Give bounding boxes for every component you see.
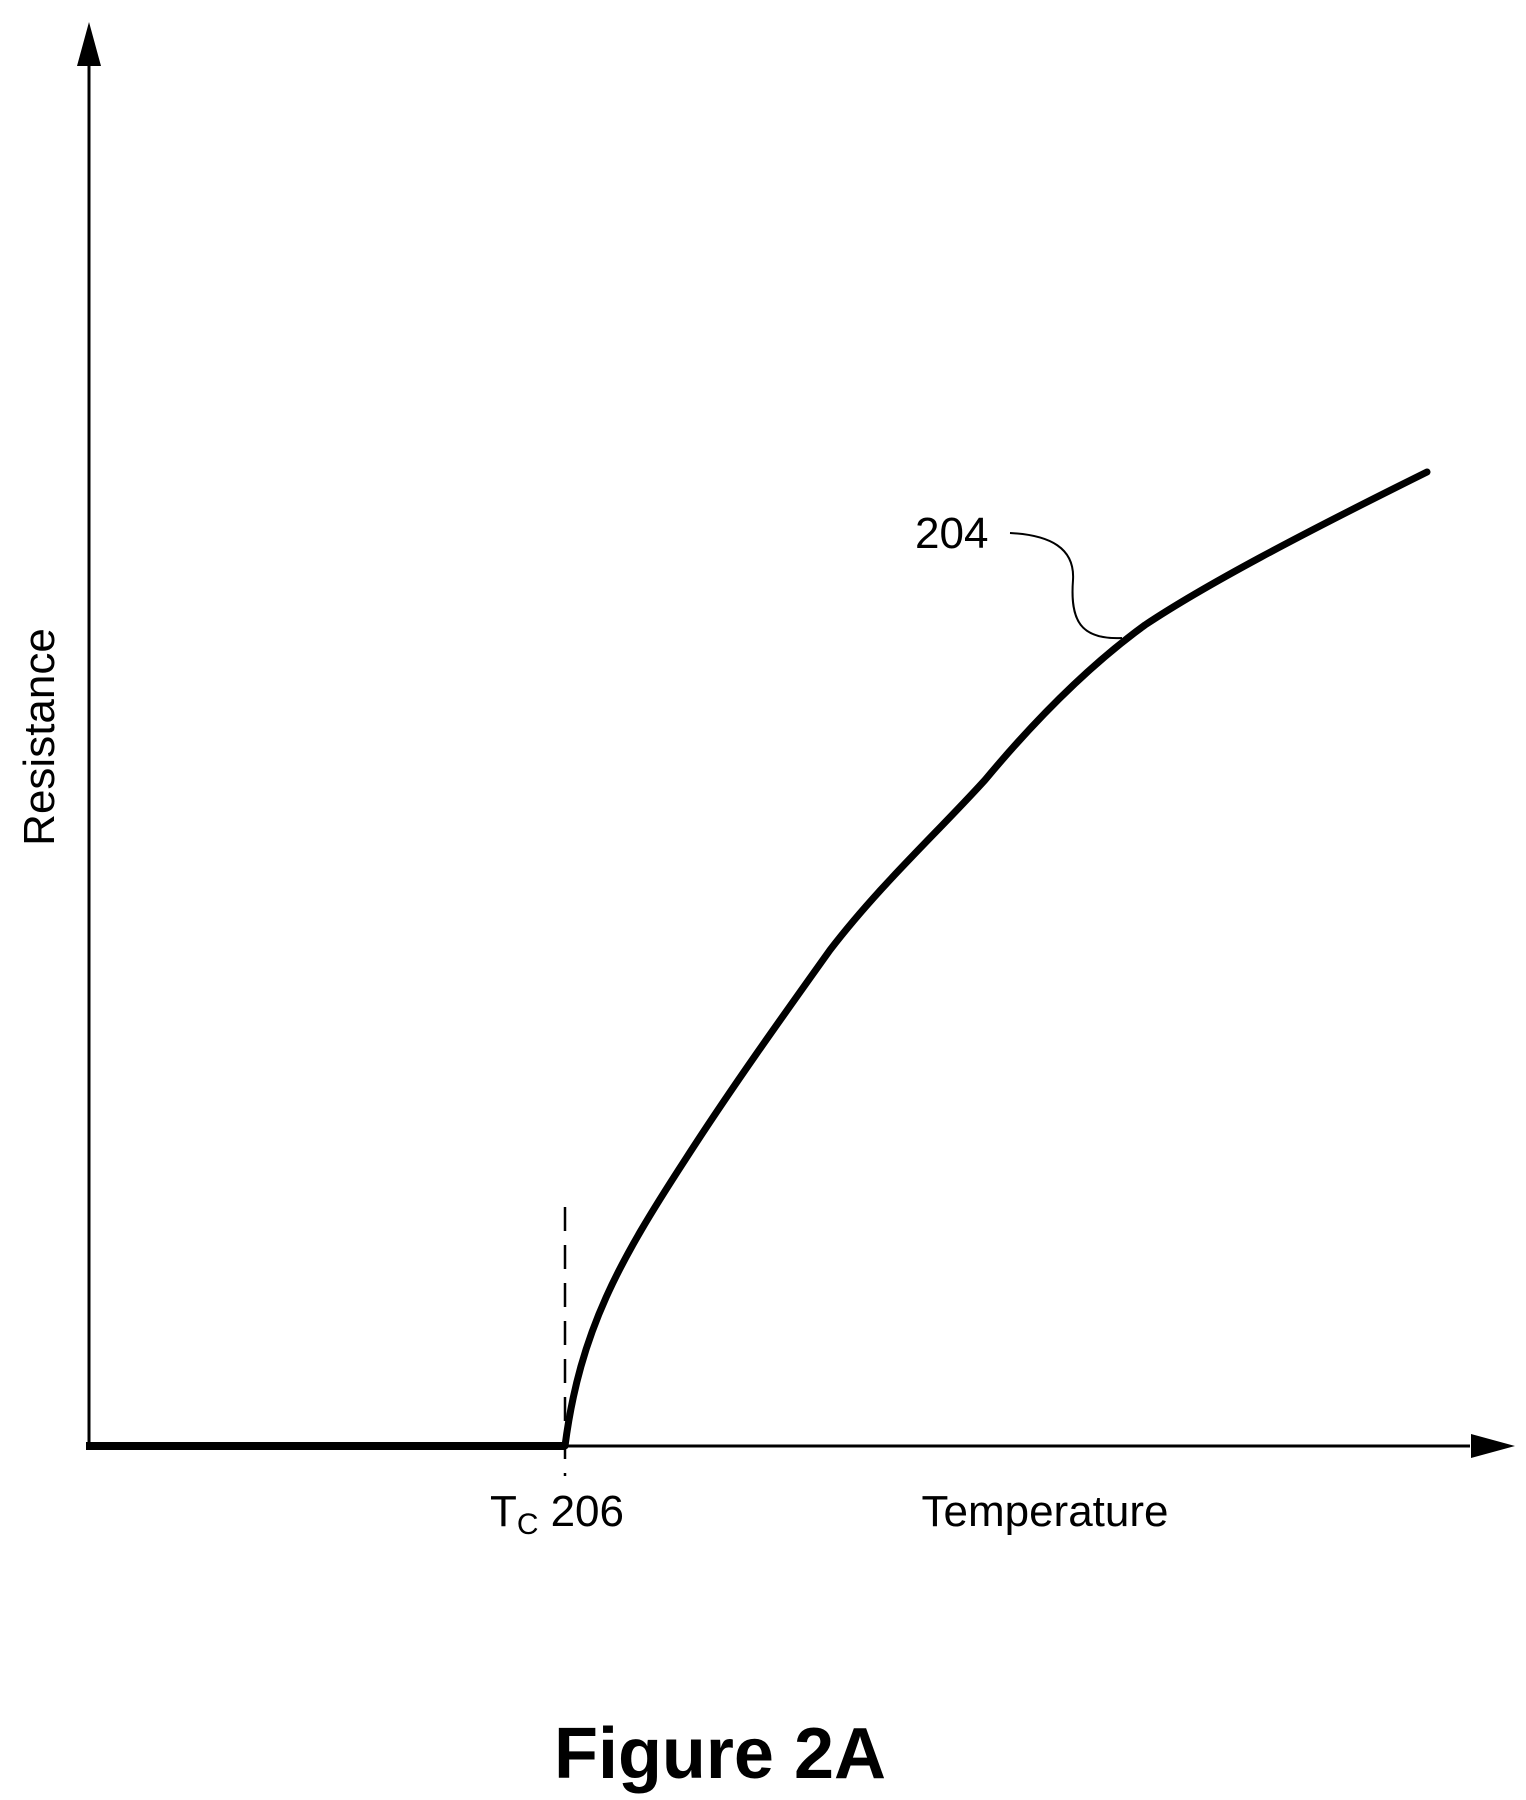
figure-caption: Figure 2A [554,1714,886,1794]
resistance-curve [561,468,1431,1450]
x-axis-arrowhead [1471,1434,1515,1458]
y-axis-label: Resistance [15,628,64,846]
x-axis-label: Temperature [921,1487,1168,1536]
tc-ref: 206 [551,1487,624,1536]
tc-symbol: T [490,1487,517,1536]
curve-204-label: 204 [915,509,988,558]
tc-subscript: C [517,1508,539,1541]
curve-204-leader [1009,532,1123,640]
tc-label: TC 206 [490,1487,624,1541]
y-axis-arrowhead [77,22,101,66]
